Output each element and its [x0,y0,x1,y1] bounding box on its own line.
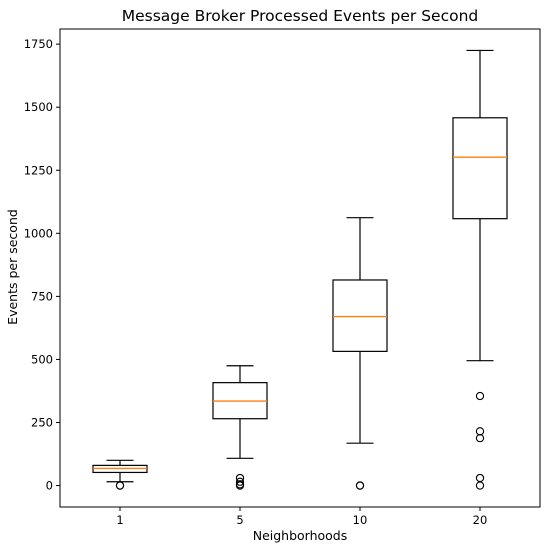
y-tick-label: 1750 [24,37,53,51]
plot-frame [59,28,541,508]
outlier-point [115,481,125,490]
chart-title: Message Broker Processed Events per Seco… [122,7,479,25]
y-tick-label: 1250 [24,163,53,177]
y-tick-label: 1500 [24,100,53,114]
x-tick-label: 5 [236,513,243,527]
y-tick-label: 500 [31,352,53,366]
outlier-point [475,433,485,443]
outlier-point [475,391,485,401]
x-tick-label: 10 [353,513,368,527]
outlier-point [475,481,485,490]
outlier-point [235,477,245,486]
y-tick-label: 250 [31,415,53,429]
y-tick-label: 0 [46,479,53,493]
x-axis-label: Neighborhoods [253,528,348,543]
y-axis-label: Events per second [5,209,20,325]
x-tick-label: 1 [116,513,123,527]
plot-area: 0 250 500 750 1000 1250 1500 1750 1 5 10 20 [24,37,508,527]
box [332,279,388,352]
outlier-point [355,481,365,490]
box [452,117,508,220]
x-tick-label: 20 [473,513,488,527]
y-tick-label: 1000 [24,226,53,240]
outlier-point [235,481,245,490]
y-tick-label: 750 [31,289,53,303]
